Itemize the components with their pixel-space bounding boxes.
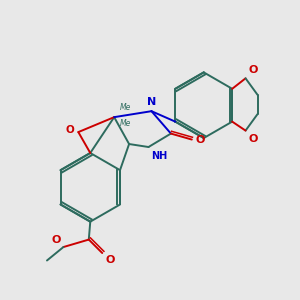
Text: Me: Me (119, 103, 131, 112)
Text: O: O (248, 65, 258, 75)
Text: N: N (147, 97, 156, 107)
Text: O: O (66, 125, 75, 135)
Text: NH: NH (151, 151, 167, 160)
Text: O: O (195, 134, 205, 145)
Text: O: O (51, 235, 60, 245)
Text: O: O (105, 254, 115, 265)
Text: Me: Me (119, 118, 131, 127)
Text: O: O (248, 134, 258, 144)
